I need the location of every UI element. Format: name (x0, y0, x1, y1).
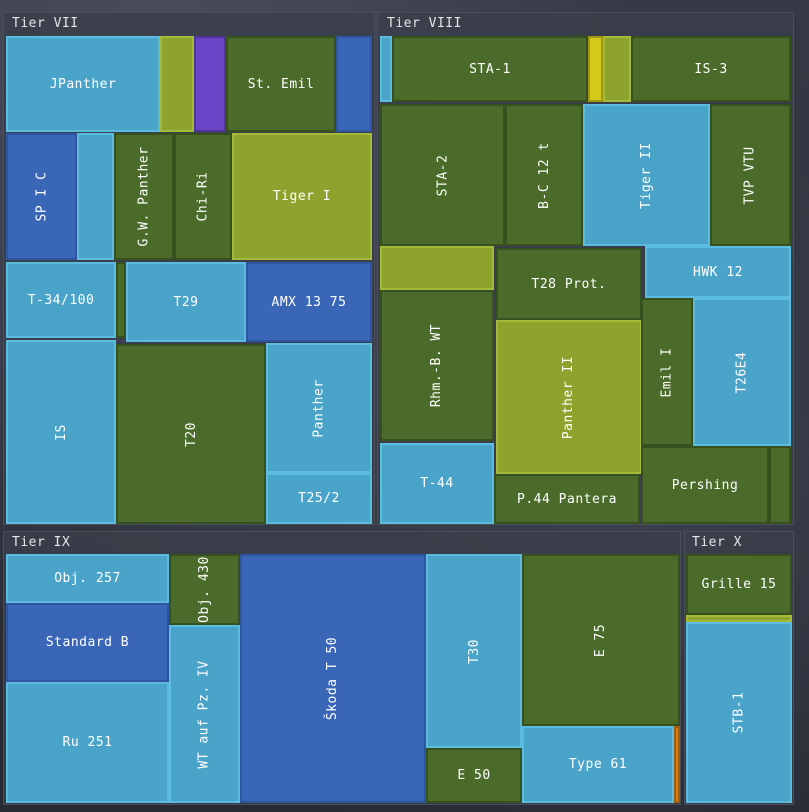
tile-label: WT auf Pz. IV (197, 659, 212, 769)
tile-tier-viii-tiger-ii[interactable]: Tiger II (583, 104, 710, 246)
tile-tier-viii-unlabeled-3[interactable] (588, 36, 603, 102)
tile-tier-vii-jpanther[interactable]: JPanther (6, 36, 160, 132)
tile-tier-viii-unlabeled-10[interactable] (380, 246, 494, 290)
tile-tier-vii-unlabeled-12[interactable] (116, 262, 126, 338)
tile-label: JPanther (49, 76, 117, 92)
tile-tier-viii-hwk-12[interactable]: HWK 12 (645, 246, 791, 298)
tile-label: T26E4 (734, 351, 750, 393)
tile-label: Tiger I (272, 189, 332, 204)
tile-tier-viii-pershing[interactable]: Pershing (641, 446, 769, 524)
tile-tier-viii-unlabeled-4[interactable] (603, 36, 631, 102)
tile-tier-ix-ru-251[interactable]: Ru 251 (6, 682, 169, 803)
tile-tier-vii-t-34-100[interactable]: T-34/100 (6, 262, 116, 338)
tile-tier-ix-e-75[interactable]: E 75 (522, 554, 680, 726)
tile-tier-ix-type-61[interactable]: Type 61 (522, 726, 674, 803)
tile-label: STB-1 (731, 691, 747, 734)
tile-label: T-34/100 (27, 292, 95, 308)
tile-label: Tiger II (639, 141, 654, 209)
tile-tier-x-grille-15[interactable]: Grille 15 (686, 554, 792, 615)
tile-label: STA-1 (469, 61, 511, 77)
group-title-tier-vii: Tier VII (12, 16, 79, 31)
tile-label: Pershing (671, 477, 739, 493)
tile-label: Rhm.-B. WT (429, 323, 445, 408)
tile-tier-vii-panther[interactable]: Panther (266, 343, 372, 473)
tile-tier-vii-is[interactable]: IS (6, 340, 116, 524)
tile-tier-viii-unlabeled-1[interactable] (380, 36, 392, 102)
tile-label: Ru 251 (62, 735, 113, 750)
tile-tier-x-unlabeled-2[interactable] (686, 615, 792, 622)
tile-label: AMX 13 75 (271, 294, 347, 310)
tile-tier-vii-tiger-i[interactable]: Tiger I (232, 133, 372, 260)
tile-tier-ix-t30[interactable]: T30 (426, 554, 522, 748)
tile-label: Obj. 257 (54, 571, 121, 586)
tile-tier-ix-wt-auf-pz-iv[interactable]: WT auf Pz. IV (169, 625, 240, 803)
tile-tier-ix-standard-b[interactable]: Standard B (6, 603, 169, 682)
tile-tier-viii-tvp-vtu[interactable]: TVP VTU (710, 104, 791, 246)
tile-label: IS-3 (694, 61, 728, 77)
tile-tier-vii-st-emil[interactable]: St. Emil (226, 36, 336, 132)
tile-tier-vii-t20[interactable]: T20 (116, 344, 266, 524)
tile-label: STA-2 (434, 154, 450, 196)
tile-label: IS (53, 423, 69, 441)
tile-tier-viii-sta-1[interactable]: STA-1 (392, 36, 588, 102)
tile-tier-vii-sp-i-c[interactable]: SP I C (6, 133, 77, 260)
tile-tier-vii-unlabeled-5[interactable] (336, 36, 372, 132)
tile-label: T28 Prot. (531, 276, 607, 292)
tile-label: Obj. 430 (197, 556, 212, 623)
tile-tier-viii-emil-i[interactable]: Emil I (641, 298, 693, 446)
tile-label: P.44 Pantera (517, 491, 617, 507)
tile-tier-viii-unlabeled-20[interactable] (769, 446, 791, 524)
tile-label: E 75 (593, 623, 609, 657)
tile-label: Panther (311, 378, 327, 438)
tile-tier-viii-t-44[interactable]: T-44 (380, 443, 494, 524)
group-title-tier-x: Tier X (692, 535, 742, 550)
tile-tier-vii-g-w-panther[interactable]: G.W. Panther (114, 133, 174, 260)
tile-tier-vii-unlabeled-2[interactable] (160, 36, 194, 132)
tile-tier-viii-p-44-pantera[interactable]: P.44 Pantera (494, 474, 640, 524)
tile-label: T20 (183, 421, 199, 447)
tile-tier-vii-unlabeled-7[interactable] (77, 133, 114, 260)
tile-label: St. Emil (247, 76, 315, 92)
tile-tier-x-stb-1[interactable]: STB-1 (686, 622, 792, 803)
tile-tier-ix-obj-257[interactable]: Obj. 257 (6, 554, 169, 603)
tile-label: Type 61 (568, 757, 628, 772)
tile-tier-vii-t25-2[interactable]: T25/2 (266, 473, 372, 524)
tile-label: T29 (173, 294, 199, 310)
group-title-tier-viii: Tier VIII (387, 16, 462, 31)
tile-tier-viii-panther-ii[interactable]: Panther II (496, 320, 642, 474)
tile-label: SP I C (34, 171, 49, 222)
tile-tier-ix-skoda-t-50[interactable]: Škoda T 50 (240, 554, 426, 803)
tile-tier-viii-b-c-12-t[interactable]: B-C 12 t (505, 104, 583, 246)
tile-tier-viii-is-3[interactable]: IS-3 (631, 36, 791, 102)
tile-tier-vii-t29[interactable]: T29 (126, 262, 246, 342)
group-title-tier-ix: Tier IX (12, 535, 71, 550)
tile-tier-viii-rhm-b-wt[interactable]: Rhm.-B. WT (380, 290, 494, 441)
tile-label: Standard B (45, 635, 130, 650)
tile-tier-ix-obj-430[interactable]: Obj. 430 (169, 554, 240, 625)
tile-label: HWK 12 (693, 264, 743, 280)
tile-label: T30 (466, 638, 482, 664)
tile-label: G.W. Panther (136, 146, 152, 247)
tile-label: Škoda T 50 (325, 636, 341, 721)
tile-label: T25/2 (298, 491, 340, 506)
tile-tier-ix-unlabeled-11[interactable] (674, 726, 680, 803)
tile-label: TVP VTU (742, 145, 758, 205)
tile-tier-ix-e-50[interactable]: E 50 (426, 748, 522, 803)
tile-tier-viii-t26e4[interactable]: T26E4 (693, 298, 791, 446)
tile-tier-vii-unlabeled-3[interactable] (194, 36, 226, 132)
tile-label: T-44 (420, 476, 454, 491)
tile-label: E 50 (457, 768, 491, 783)
tile-label: Chi-Ri (195, 171, 211, 222)
tile-tier-vii-amx-13-75[interactable]: AMX 13 75 (246, 262, 372, 342)
tile-label: B-C 12 t (536, 141, 552, 209)
tile-label: Grille 15 (701, 577, 777, 592)
tile-label: Panther II (561, 355, 577, 439)
tile-tier-vii-chi-ri[interactable]: Chi-Ri (174, 133, 232, 260)
tile-tier-viii-t28-prot[interactable]: T28 Prot. (496, 248, 642, 320)
tile-tier-viii-sta-2[interactable]: STA-2 (380, 104, 505, 246)
tile-label: Emil I (659, 347, 675, 397)
